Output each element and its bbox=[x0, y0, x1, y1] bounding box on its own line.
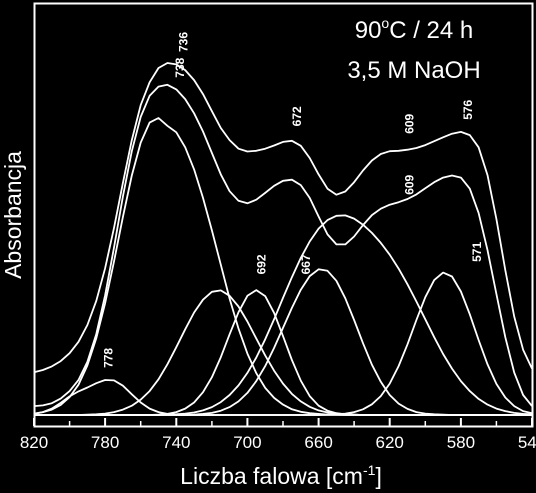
x-tick-label: 740 bbox=[162, 433, 190, 452]
x-tick-label: 700 bbox=[233, 433, 261, 452]
curves-group bbox=[33, 62, 533, 416]
annotation-temperature-time: 90oC / 24 h bbox=[355, 15, 474, 44]
peak-label-571: 571 bbox=[470, 242, 484, 262]
peak-label-736: 736 bbox=[176, 32, 190, 52]
y-axis-label: Absorbancja bbox=[0, 151, 26, 279]
spectrum-curve-1 bbox=[33, 62, 533, 374]
x-tick-label: 660 bbox=[304, 433, 332, 452]
peak-label-778: 778 bbox=[102, 348, 116, 368]
plot-frame bbox=[33, 2, 534, 428]
peak-label-692: 692 bbox=[255, 254, 269, 274]
x-axis-ticks: 820 780 740 700 660 620 580 540 bbox=[20, 418, 536, 452]
peak-label-609: 609 bbox=[402, 113, 416, 133]
peak-label-672: 672 bbox=[290, 106, 304, 126]
peak-label-738: 738 bbox=[173, 57, 187, 77]
x-tick-label: 820 bbox=[20, 433, 48, 452]
spectrum-curve-2 bbox=[33, 83, 533, 407]
x-axis-label: Liczba falowa [cm-1] bbox=[180, 462, 382, 489]
peak-label-609: 609 bbox=[402, 174, 416, 194]
spectrum-curve-9 bbox=[34, 271, 533, 416]
x-tick-label: 540 bbox=[518, 433, 536, 452]
peak-labels-group: 736 738 672 609 576 609 692 667 571 778 bbox=[102, 32, 484, 368]
x-tick-label: 780 bbox=[91, 433, 119, 452]
x-tick-label: 580 bbox=[447, 433, 475, 452]
annotation-naoh-concentration: 3,5 M NaOH bbox=[347, 57, 480, 84]
x-tick-label: 620 bbox=[376, 433, 404, 452]
peak-label-667: 667 bbox=[299, 254, 313, 274]
peak-label-576: 576 bbox=[461, 99, 475, 119]
